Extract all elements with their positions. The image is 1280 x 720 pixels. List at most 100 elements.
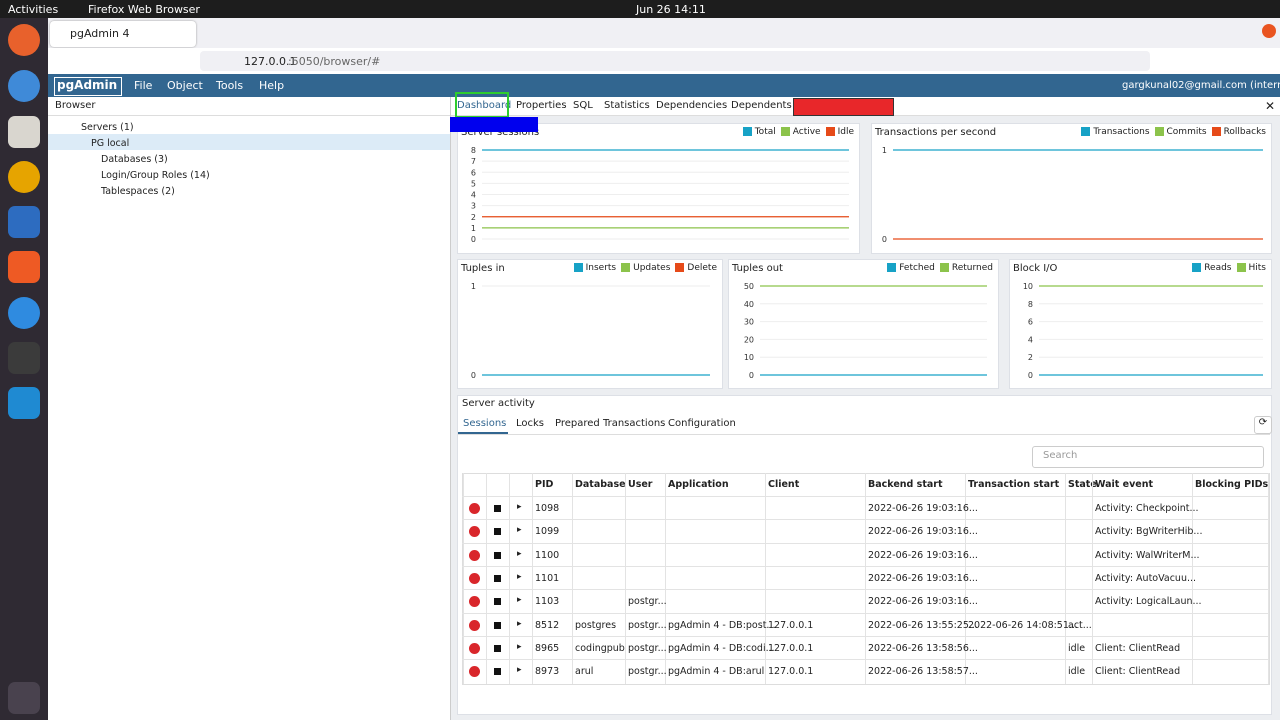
expand-button[interactable]: ▸ bbox=[517, 525, 522, 536]
search-placeholder: Search bbox=[1043, 450, 1078, 461]
cell: 1101 bbox=[535, 572, 560, 584]
cell: Client: ClientRead bbox=[1095, 666, 1181, 678]
column-header: Database bbox=[575, 479, 626, 490]
user-menu[interactable]: gargkunal02@gmail.com (internal) bbox=[1122, 80, 1280, 91]
firefox-icon[interactable] bbox=[8, 24, 40, 56]
legend-label: Total bbox=[754, 127, 776, 137]
terminate-button[interactable] bbox=[469, 666, 480, 678]
column-divider bbox=[625, 473, 626, 684]
expand-button[interactable]: ▸ bbox=[517, 571, 522, 582]
cancel-button[interactable] bbox=[494, 598, 501, 606]
expand-button[interactable]: ▸ bbox=[517, 641, 522, 652]
cancel-button[interactable] bbox=[494, 668, 501, 676]
y-tick-label: 6 bbox=[1028, 318, 1033, 327]
expand-button[interactable]: ▸ bbox=[517, 595, 522, 606]
legend-label: Rollbacks bbox=[1223, 127, 1266, 137]
column-divider bbox=[965, 473, 966, 684]
terminate-button[interactable] bbox=[469, 526, 480, 538]
row-divider bbox=[462, 659, 1268, 661]
cell: pgAdmin 4 - DB:post... bbox=[668, 619, 776, 631]
tree-node[interactable]: Databases (3) bbox=[101, 154, 168, 165]
tab[interactable]: Dashboard bbox=[457, 100, 512, 111]
terminate-button[interactable] bbox=[469, 596, 480, 608]
y-tick-label: 0 bbox=[749, 371, 754, 380]
plot: 01 bbox=[471, 282, 710, 380]
browser-tab[interactable] bbox=[50, 21, 196, 47]
cancel-button[interactable] bbox=[494, 505, 501, 512]
cancel-button[interactable] bbox=[494, 551, 501, 559]
y-tick-label: 0 bbox=[471, 371, 476, 380]
apps-grid[interactable] bbox=[8, 682, 40, 714]
expand-button[interactable]: ▸ bbox=[517, 502, 522, 512]
url-path: :5050/browser/# bbox=[288, 55, 381, 68]
expand-button[interactable]: ▸ bbox=[517, 665, 522, 676]
activity-tab[interactable]: Locks bbox=[516, 418, 545, 429]
legend-label: Updates bbox=[633, 263, 671, 273]
menu-item[interactable]: Object bbox=[167, 79, 203, 92]
files-icon[interactable] bbox=[8, 116, 40, 148]
music-icon[interactable] bbox=[8, 161, 40, 193]
y-tick-label: 8 bbox=[1028, 300, 1033, 309]
url-bar[interactable] bbox=[200, 51, 1150, 71]
column-header: PID bbox=[535, 479, 554, 490]
cell: 2022-06-26 19:03:16... bbox=[868, 596, 978, 608]
terminate-button[interactable] bbox=[469, 619, 480, 631]
menu-item[interactable]: Help bbox=[259, 79, 285, 92]
column-header: Backend start bbox=[868, 479, 943, 490]
activity-panel bbox=[457, 395, 1272, 715]
tab[interactable]: SQL bbox=[573, 100, 593, 111]
cell: 127.0.0.1 bbox=[768, 619, 814, 631]
terminate-button[interactable] bbox=[469, 642, 480, 654]
software-icon[interactable] bbox=[8, 251, 40, 283]
tree-node[interactable]: PG local bbox=[91, 138, 130, 149]
plot: 0 10 20 30 40 50 bbox=[744, 282, 987, 380]
chart-title: Server sessions bbox=[461, 127, 540, 138]
tab[interactable]: Dependencies bbox=[656, 100, 728, 111]
tab[interactable]: Dependents bbox=[731, 100, 792, 111]
activities[interactable]: Activities bbox=[8, 3, 59, 16]
column-divider bbox=[1092, 473, 1093, 684]
cell: Client: ClientRead bbox=[1095, 642, 1181, 654]
y-tick-label: 2 bbox=[471, 213, 476, 222]
terminate-button[interactable] bbox=[469, 503, 480, 514]
cancel-button[interactable] bbox=[494, 574, 501, 582]
terminal-icon[interactable] bbox=[8, 342, 40, 374]
column-divider bbox=[765, 473, 766, 684]
terminate-button[interactable] bbox=[469, 572, 480, 584]
app-menu[interactable]: Firefox Web Browser bbox=[88, 3, 200, 16]
menu-item[interactable]: File bbox=[134, 79, 153, 92]
cell: 2022-06-26 19:03:16... bbox=[868, 549, 978, 561]
activity-tab[interactable]: Prepared Transactions bbox=[555, 418, 666, 429]
refresh-button[interactable]: ⟳ bbox=[1254, 416, 1272, 434]
cell: 1100 bbox=[535, 549, 560, 561]
expand-button[interactable]: ▸ bbox=[517, 548, 522, 559]
menu-item[interactable]: Tools bbox=[216, 79, 244, 92]
mail-icon[interactable] bbox=[8, 70, 40, 102]
search-box[interactable] bbox=[1032, 446, 1264, 468]
cancel-button[interactable] bbox=[494, 644, 501, 652]
activity-tab[interactable]: Sessions bbox=[463, 418, 507, 429]
activity-tabbar bbox=[458, 414, 1270, 435]
logo[interactable]: pgAdmin bbox=[54, 77, 122, 96]
cell: Activity: AutoVacuu... bbox=[1095, 572, 1197, 584]
writer-icon[interactable] bbox=[8, 206, 40, 238]
tab[interactable]: Statistics bbox=[604, 100, 650, 111]
close-panel[interactable]: ✕ bbox=[1265, 99, 1276, 113]
tab[interactable]: Properties bbox=[516, 100, 567, 111]
chart-title: Tuples in bbox=[461, 263, 505, 274]
expand-button[interactable]: ▸ bbox=[517, 618, 522, 629]
activity-tab[interactable]: Configuration bbox=[668, 418, 736, 429]
terminate-button[interactable] bbox=[469, 549, 480, 561]
help-icon[interactable] bbox=[8, 297, 40, 329]
vscode-icon[interactable] bbox=[8, 387, 40, 419]
tree-node[interactable]: Tablespaces (2) bbox=[101, 186, 175, 197]
cell: act... bbox=[1068, 619, 1092, 631]
clock[interactable]: Jun 26 14:11 bbox=[636, 3, 706, 16]
tree-node[interactable]: Servers (1) bbox=[81, 122, 134, 133]
redaction bbox=[450, 117, 538, 132]
cancel-button[interactable] bbox=[494, 528, 501, 536]
column-divider bbox=[532, 473, 533, 684]
cancel-button[interactable] bbox=[494, 621, 501, 629]
close-window[interactable] bbox=[1262, 24, 1276, 38]
tree-node[interactable]: Login/Group Roles (14) bbox=[101, 170, 210, 181]
